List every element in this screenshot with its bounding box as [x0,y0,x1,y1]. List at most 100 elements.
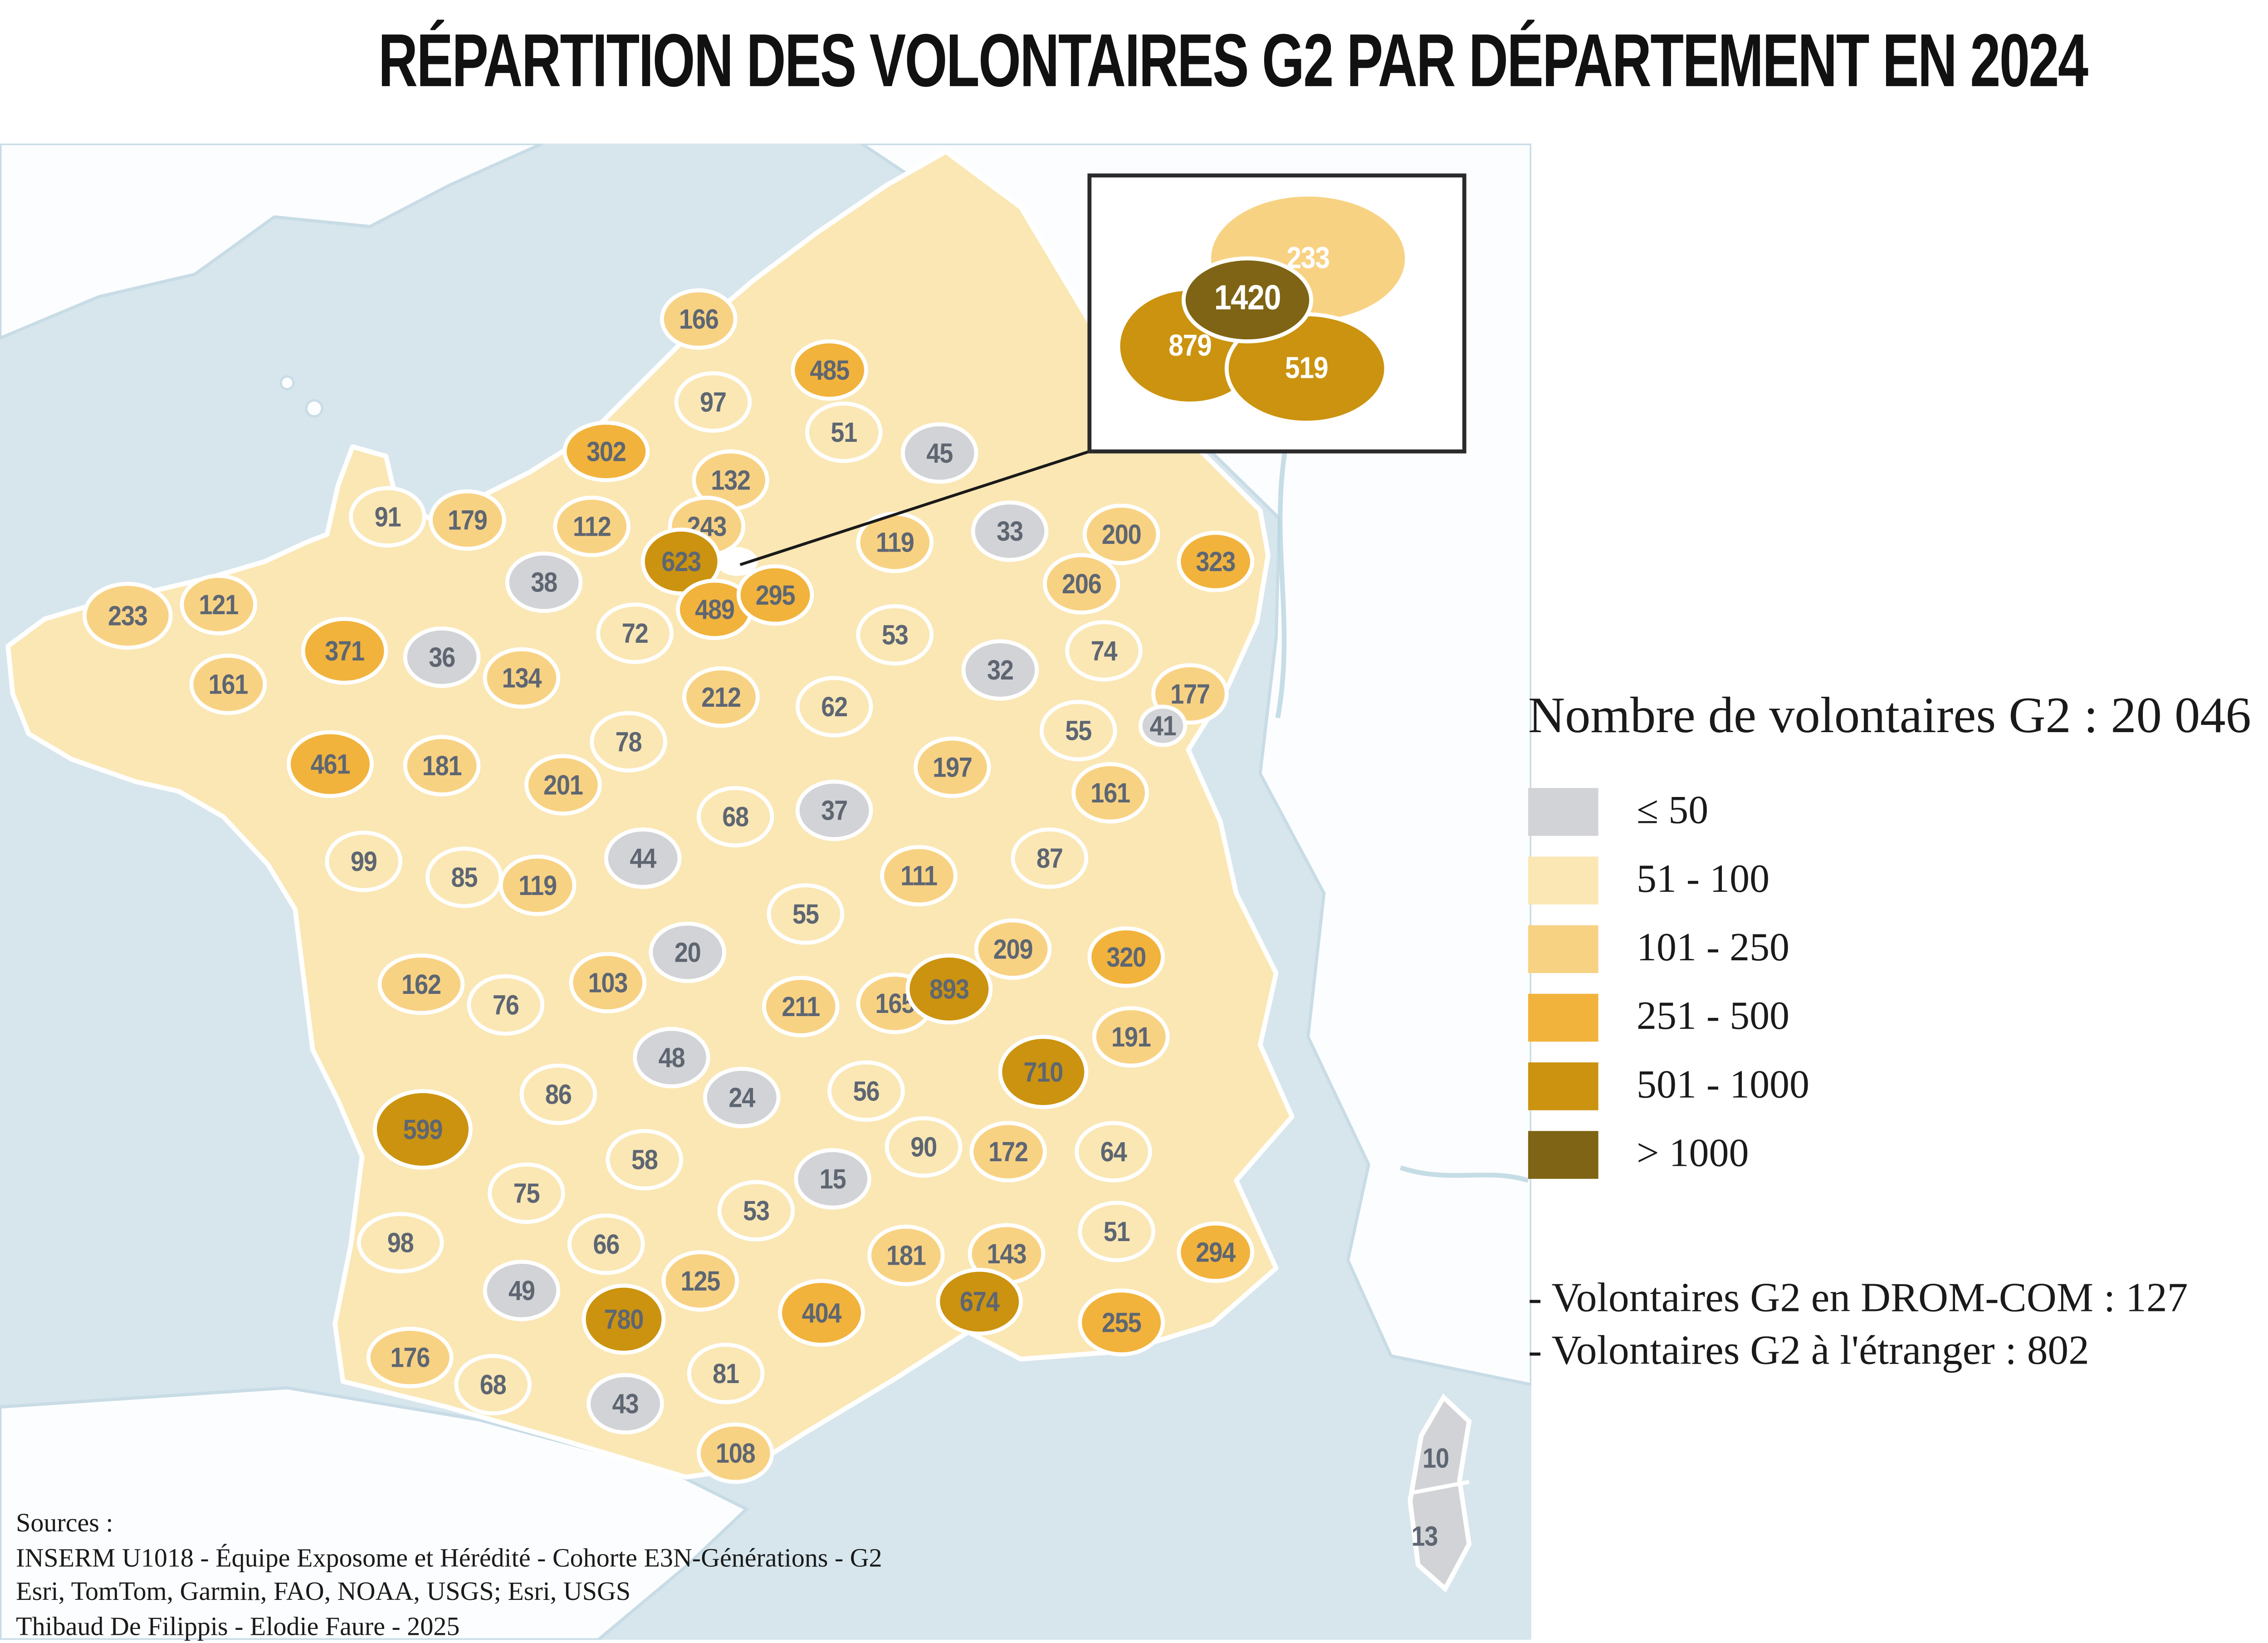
department-value-label: 44 [630,843,656,874]
department-region [467,974,545,1036]
department-value-label: 112 [573,511,611,542]
department-region [587,1373,664,1435]
department-value-label: 294 [1196,1237,1236,1268]
department-value-label: 599 [403,1115,443,1145]
legend-swatch [1528,787,1598,835]
department-value-label: 181 [422,751,462,782]
source-line: Thibaud De Filippis - Elodie Faure - 202… [16,1610,460,1641]
department-region [794,1148,871,1210]
department-region [301,617,388,685]
department-value-label: 90 [910,1132,937,1163]
department-value-label: 119 [518,870,557,901]
legend-row: 101 - 250 [1528,914,2268,983]
department-region [1078,1288,1165,1356]
legend-note: - Volontaires G2 à l'étranger : 802 [1528,1327,2089,1374]
department-value-label: 68 [722,802,748,832]
department-region [880,845,958,907]
department-region [590,711,667,773]
department-region [696,786,774,848]
department-region [483,647,561,709]
department-region [1087,926,1165,988]
department-region [867,1224,945,1286]
department-value-label: 320 [1106,942,1146,973]
legend-row: > 1000 [1528,1120,2268,1188]
department-value-label: 62 [821,692,847,723]
legend: Nombre de volontaires G2 : 20 046 ≤ 50 51… [1528,686,2268,1377]
department-region [795,676,873,738]
department-region [640,528,722,596]
department-value-label: 66 [593,1229,619,1260]
department-value-label: 209 [993,934,1033,965]
department-value-label: 91 [375,502,401,533]
department-value-label: 201 [543,770,583,801]
department-region [762,976,840,1037]
page-title: RÉPARTITION DES VOLONTAIRES G2 PAR DÉPAR… [377,17,2088,103]
department-region [1011,827,1089,889]
department-region [366,1326,454,1389]
department-region [661,1250,739,1312]
department-value-label: 1420 [1214,278,1281,317]
department-region [969,1121,1047,1183]
department-value-label: 38 [531,567,557,598]
department-value-label: 461 [311,749,350,780]
department-value-label: 176 [390,1343,430,1374]
department-region [1071,762,1149,824]
department-value-label: 172 [988,1137,1028,1168]
department-region [767,883,845,945]
department-value-label: 323 [1196,547,1235,577]
department-region [696,1422,774,1484]
inset-leader-line [739,450,1090,566]
department-value-label: 108 [716,1438,755,1469]
channel-island [305,399,323,418]
department-region [582,1283,666,1355]
department-value-label: 58 [631,1145,658,1176]
department-region [1078,1201,1155,1262]
department-value-label: 81 [713,1359,739,1389]
department-value-label: 893 [929,974,969,1005]
department-region [483,1260,561,1321]
department-region [1075,1121,1152,1183]
legend-swatch [1528,924,1598,973]
department-region [373,1089,473,1170]
department-value-label: 51 [831,417,857,448]
legend-title: Nombre de volontaires G2 : 20 046 [1528,686,2251,743]
department-value-label: 75 [513,1178,540,1209]
legend-swatch [1528,1061,1598,1110]
department-value-label: 103 [588,968,628,998]
department-value-label: 302 [587,436,626,467]
po-river [1399,1165,1529,1183]
department-region [827,1060,905,1122]
department-value-label: 51 [1104,1217,1130,1247]
department-value-label: 33 [997,516,1023,547]
legend-class-label: 251 - 500 [1637,994,1790,1038]
department-value-label: 710 [1024,1057,1063,1088]
department-region [687,1343,765,1404]
legend-swatch [1528,1130,1598,1178]
department-region [1138,704,1188,747]
department-region [519,1063,597,1125]
department-value-label: 404 [802,1298,842,1329]
department-value-label: 179 [448,505,487,536]
department-region [1092,1006,1170,1068]
department-value-label: 295 [756,580,795,611]
department-value-label: 143 [987,1239,1026,1270]
department-region [403,626,481,688]
department-region [795,779,873,841]
department-value-label: 43 [612,1389,639,1420]
department-region [961,639,1039,701]
legend-swatch [1528,993,1598,1041]
department-region [998,1035,1089,1109]
legend-rows: ≤ 50 51 - 100 101 - 250 251 - 500 501 - 1000… [1528,777,2268,1188]
department-value-label: 489 [695,594,734,625]
department-region [429,489,506,551]
department-value-label: 212 [701,682,741,713]
department-region [488,1162,565,1224]
department-value-label: 36 [429,642,455,673]
paris-region-cutout [716,547,758,576]
department-region [1042,553,1120,615]
department-region [633,1027,710,1089]
legend-row: 251 - 500 [1528,983,2268,1051]
department-value-label: 37 [821,795,847,826]
